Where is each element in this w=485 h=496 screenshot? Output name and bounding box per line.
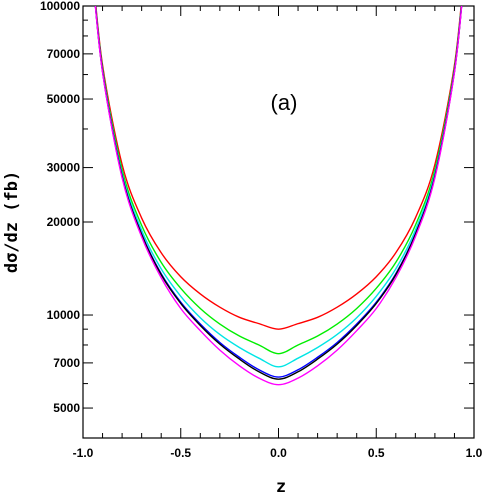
x-axis-label: z	[276, 477, 286, 496]
x-tick-label: -0.5	[170, 446, 191, 460]
plot-frame	[82, 5, 475, 439]
y-tick-labels: 5000 7000 10000 20000 30000 50000 70000 100000	[40, 0, 80, 415]
series-line-5	[94, 6, 463, 380]
series-line-3	[94, 6, 463, 368]
x-tick-labels: -1.0 -0.5 0.0 0.5 1.0	[73, 446, 483, 460]
series-line-2	[94, 6, 463, 355]
y-tick-label: 30000	[47, 161, 81, 175]
series-line-1	[95, 6, 462, 330]
series-line-4	[94, 6, 463, 378]
curves	[94, 6, 463, 386]
y-tick-label: 70000	[47, 47, 81, 61]
y-tick-label: 7000	[53, 356, 80, 370]
x-tick-label: 0.0	[270, 446, 287, 460]
series-line-6	[94, 6, 463, 386]
y-tick-label: 5000	[53, 401, 80, 415]
y-tick-label: 50000	[47, 92, 81, 106]
x-tick-label: 1.0	[466, 446, 483, 460]
panel-label: (a)	[271, 90, 298, 115]
x-tick-label: -1.0	[73, 446, 94, 460]
axis-ticks	[82, 5, 475, 439]
y-tick-label: 100000	[40, 0, 80, 13]
y-axis-label: dσ/dz (fb)	[2, 171, 22, 273]
y-tick-label: 20000	[47, 215, 81, 229]
y-tick-label: 10000	[47, 308, 81, 322]
x-tick-label: 0.5	[368, 446, 385, 460]
